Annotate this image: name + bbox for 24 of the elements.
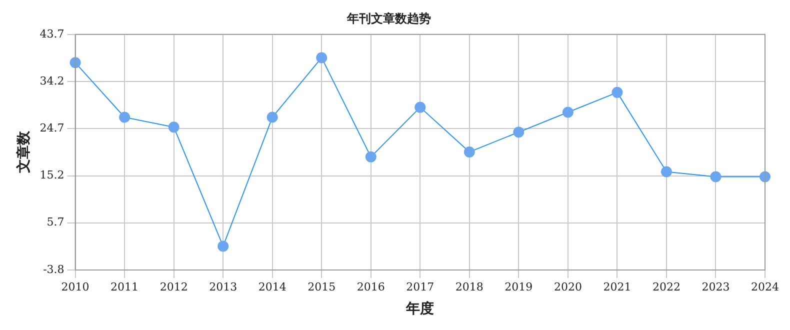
x-tick-label: 2020	[554, 280, 582, 294]
x-tick-label: 2022	[652, 280, 680, 294]
x-tick-label: 2014	[258, 280, 286, 294]
x-tick-label: 2021	[603, 280, 632, 294]
x-tick-label: 2013	[209, 280, 238, 294]
y-axis-title: 文章数	[15, 130, 32, 174]
x-axis-title: 年度	[405, 300, 434, 318]
y-tick-label: -3.8	[43, 262, 64, 276]
x-tick-label: 2019	[504, 280, 533, 294]
y-tick-label: 34.2	[40, 74, 64, 88]
y-tick-label: 24.7	[40, 122, 64, 134]
y-tick-label: 43.7	[40, 27, 64, 40]
x-tick-label: 2012	[160, 280, 188, 294]
x-tick-label: 2016	[356, 280, 385, 294]
y-tick-label: 15.2	[40, 168, 64, 182]
x-tick-label: 2015	[308, 280, 336, 294]
x-tick-label: 2010	[61, 280, 90, 294]
y-tick-label: 5.7	[46, 216, 64, 229]
chart-title: 年刊文章数趋势	[346, 11, 431, 26]
x-tick-label: 2011	[110, 280, 139, 294]
x-tick-label: 2024	[751, 280, 780, 294]
x-tick-label: 2018	[455, 280, 484, 294]
x-tick-label: 2017	[406, 280, 434, 294]
x-tick-label: 2023	[702, 280, 730, 294]
